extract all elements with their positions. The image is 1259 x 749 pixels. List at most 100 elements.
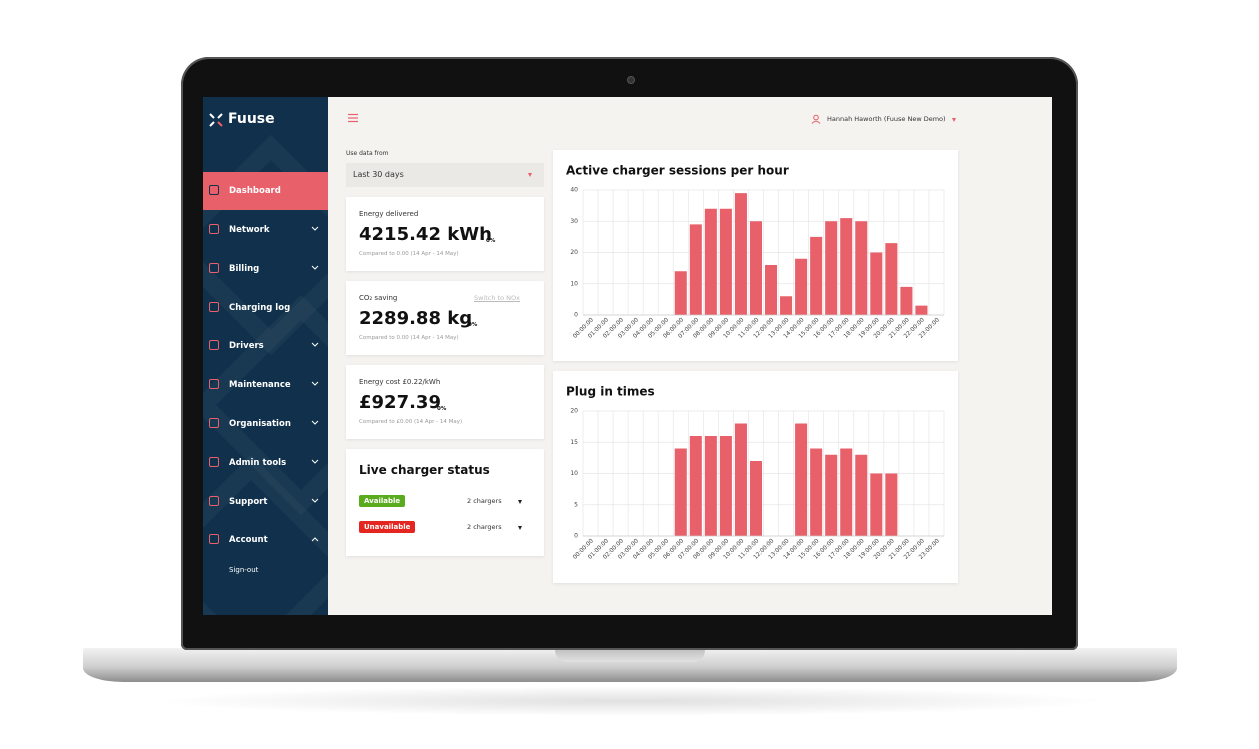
stat-link[interactable]: Switch to NOx xyxy=(474,294,520,302)
user-icon xyxy=(811,114,821,124)
bar xyxy=(674,448,687,536)
chevron xyxy=(311,537,319,542)
bar xyxy=(840,218,853,315)
bar xyxy=(749,221,762,315)
filter-value: Last 30 days xyxy=(353,170,404,179)
nav-item[interactable]: Billing xyxy=(203,250,328,288)
bar xyxy=(825,454,838,536)
bar xyxy=(870,252,883,315)
stat-title: CO₂ saving xyxy=(359,294,398,302)
bar xyxy=(704,208,717,315)
status-badge: Unavailable xyxy=(359,521,416,533)
stat-compare: Compared to 0.00 (14 Apr - 14 May) xyxy=(359,251,459,257)
status-badge: Available xyxy=(359,495,406,507)
sign-out-link[interactable]: Sign-out xyxy=(229,566,259,574)
nav-item[interactable]: Support xyxy=(203,483,328,521)
chevron xyxy=(311,459,319,464)
y-tick-label: 40 xyxy=(570,187,578,194)
y-tick-label: 30 xyxy=(570,218,578,225)
bar xyxy=(765,265,778,315)
nav-item[interactable]: Dashboard xyxy=(203,172,328,210)
bar xyxy=(719,208,732,315)
bar xyxy=(855,221,868,315)
bar xyxy=(734,423,747,536)
stat-compare: Compared to 0.00 (14 Apr - 14 May) xyxy=(359,335,459,341)
camera xyxy=(627,76,635,84)
stat-change: 0% xyxy=(437,406,447,412)
y-tick-label: 10 xyxy=(570,280,578,287)
icon xyxy=(209,263,219,273)
icon xyxy=(209,418,219,428)
y-tick-label: 0 xyxy=(574,312,578,319)
chart-card: Active charger sessions per hour 0 10 20 30… xyxy=(553,150,958,361)
bar xyxy=(810,448,823,536)
filter-select[interactable]: Last 30 days xyxy=(346,163,544,187)
laptop-notch xyxy=(555,648,705,662)
dropdown-arrow xyxy=(528,173,532,177)
stat-value: 4215.42 kWh xyxy=(359,224,492,245)
bar xyxy=(689,436,702,536)
nav-label: Billing xyxy=(229,264,260,274)
nav-item[interactable]: Charging log xyxy=(203,289,328,327)
y-tick-label: 10 xyxy=(570,470,578,477)
y-tick-label: 20 xyxy=(570,249,578,256)
nav-item[interactable]: Network xyxy=(203,211,328,249)
nav-item[interactable]: Admin tools xyxy=(203,444,328,482)
icon xyxy=(209,340,219,350)
bar xyxy=(689,224,702,315)
nav-label: Maintenance xyxy=(229,380,291,390)
sidebar: Fuuse Dashboard Network Billing Charging… xyxy=(203,97,328,615)
chart: Active charger sessions per hour 0 10 20 30… xyxy=(566,164,945,340)
bar xyxy=(749,461,762,536)
chart-title: Plug in times xyxy=(566,385,655,399)
status-count[interactable]: 2 chargers xyxy=(467,523,502,531)
stat-card: Energy cost £0.22/kWh £927.39 0% Compare… xyxy=(346,365,544,439)
nav-label: Account xyxy=(229,535,268,545)
chevron xyxy=(311,226,319,231)
icon xyxy=(209,379,219,389)
user-name[interactable]: Hannah Haworth (Fuuse New Demo) xyxy=(827,115,946,123)
stat-value: 2289.88 kg xyxy=(359,308,473,329)
bar xyxy=(840,448,853,536)
stat-card: Energy delivered 4215.42 kWh 0% Compared… xyxy=(346,197,544,271)
nav-label: Drivers xyxy=(229,341,264,351)
bar xyxy=(900,286,913,315)
icon xyxy=(209,496,219,506)
icon xyxy=(209,185,219,195)
y-tick-label: 5 xyxy=(574,501,578,508)
icon xyxy=(209,457,219,467)
status-title: Live charger status xyxy=(359,463,490,477)
bar xyxy=(870,473,883,536)
nav-item[interactable]: Maintenance xyxy=(203,366,328,404)
chevron xyxy=(311,498,319,503)
bar xyxy=(810,236,823,315)
stat-change: 0% xyxy=(486,238,496,244)
nav-label: Dashboard xyxy=(229,186,281,196)
screen: Fuuse Dashboard Network Billing Charging… xyxy=(203,97,1052,615)
icon xyxy=(209,224,219,234)
nav-label: Support xyxy=(229,497,268,507)
dropdown-arrow xyxy=(952,118,956,122)
nav-item[interactable]: Organisation xyxy=(203,405,328,443)
icon xyxy=(209,534,219,544)
menu-button[interactable] xyxy=(347,113,359,123)
bar xyxy=(915,305,928,315)
stat-compare: Compared to £0.00 (14 Apr - 14 May) xyxy=(359,419,463,425)
dropdown-arrow xyxy=(518,526,522,530)
bar xyxy=(704,436,717,536)
bar xyxy=(780,296,793,315)
status-count[interactable]: 2 chargers xyxy=(467,497,502,505)
icon xyxy=(209,302,219,312)
y-tick-label: 20 xyxy=(570,408,578,415)
chevron xyxy=(311,420,319,425)
stat-title: Energy delivered xyxy=(359,210,419,218)
nav-item[interactable]: Drivers xyxy=(203,327,328,365)
y-tick-label: 0 xyxy=(574,533,578,540)
bar xyxy=(795,423,808,536)
nav-label: Organisation xyxy=(229,419,291,429)
filter-label: Use data from xyxy=(346,150,389,157)
bar xyxy=(795,258,808,315)
nav-item[interactable]: Account xyxy=(203,521,328,559)
nav-label: Charging log xyxy=(229,303,291,313)
